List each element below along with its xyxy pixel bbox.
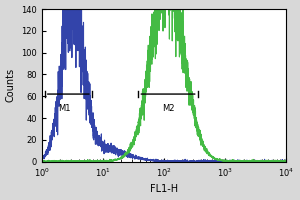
Y-axis label: Counts: Counts xyxy=(6,68,16,102)
Text: M1: M1 xyxy=(58,104,70,113)
X-axis label: FL1-H: FL1-H xyxy=(150,184,178,194)
Text: M2: M2 xyxy=(162,104,174,113)
